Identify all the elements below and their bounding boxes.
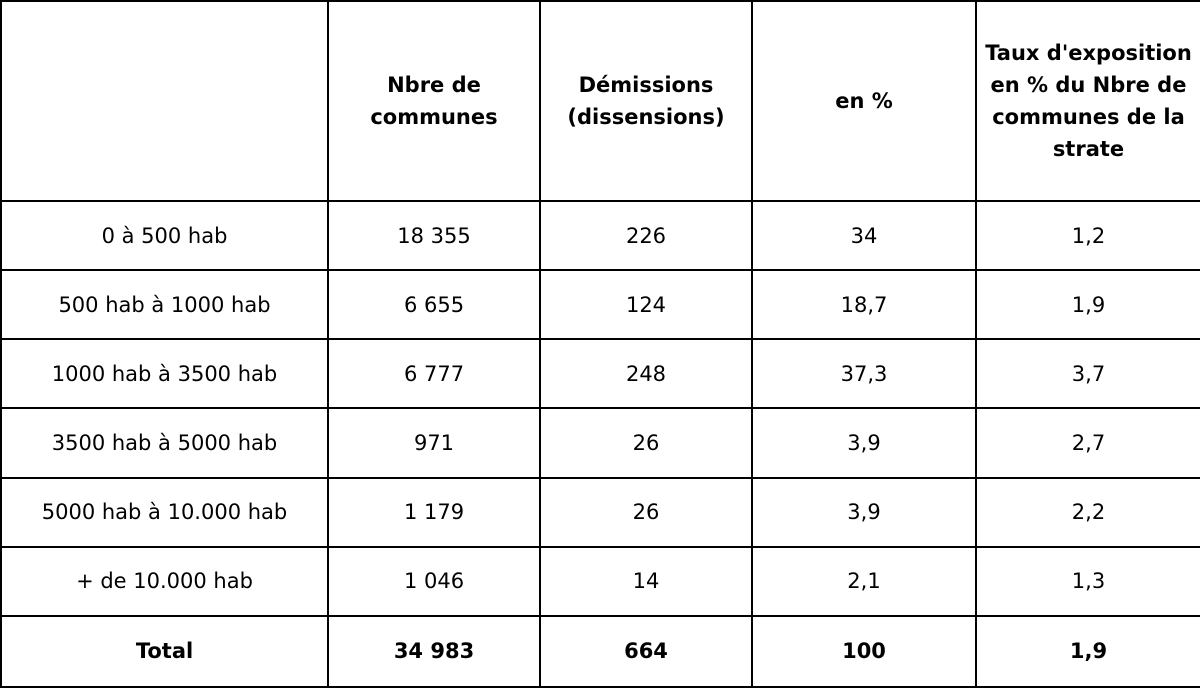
table-cell: 1,2 xyxy=(975,199,1200,272)
table-cell: 6 655 xyxy=(327,269,541,341)
table-cell: 3500 hab à 5000 hab xyxy=(0,407,329,479)
table-cell: 1000 hab à 3500 hab xyxy=(0,338,329,410)
header-cell-stratum xyxy=(0,0,329,202)
table-row: 3500 hab à 5000 hab 971 26 3,9 2,7 xyxy=(0,407,1200,479)
table-cell: 3,7 xyxy=(975,338,1200,410)
table-cell: 6 777 xyxy=(327,338,541,410)
table-cell: 5000 hab à 10.000 hab xyxy=(0,476,329,548)
total-cell: 664 xyxy=(539,614,753,688)
table-row: + de 10.000 hab 1 046 14 2,1 1,3 xyxy=(0,545,1200,617)
table-cell: 2,7 xyxy=(975,407,1200,479)
table-cell: 226 xyxy=(539,199,753,272)
table-cell: 2,1 xyxy=(751,545,977,617)
table-cell: 1,3 xyxy=(975,545,1200,617)
table-row: 1000 hab à 3500 hab 6 777 248 37,3 3,7 xyxy=(0,338,1200,410)
table-cell: 1 046 xyxy=(327,545,541,617)
total-row: Total 34 983 664 100 1,9 xyxy=(0,614,1200,688)
table-cell: 2,2 xyxy=(975,476,1200,548)
table-cell: 18 355 xyxy=(327,199,541,272)
header-row: Nbre de communes Démissions (dissensions… xyxy=(0,0,1200,202)
total-cell: 100 xyxy=(751,614,977,688)
table-row: 5000 hab à 10.000 hab 1 179 26 3,9 2,2 xyxy=(0,476,1200,548)
table-row: 0 à 500 hab 18 355 226 34 1,2 xyxy=(0,199,1200,272)
header-cell-percent: en % xyxy=(751,0,977,202)
table-cell: 18,7 xyxy=(751,269,977,341)
table-cell: 0 à 500 hab xyxy=(0,199,329,272)
header-cell-exposure-rate: Taux d'exposition en % du Nbre de commun… xyxy=(975,0,1200,202)
table-cell: 3,9 xyxy=(751,407,977,479)
table-cell: 37,3 xyxy=(751,338,977,410)
table-cell: + de 10.000 hab xyxy=(0,545,329,617)
table-cell: 26 xyxy=(539,476,753,548)
table-cell: 124 xyxy=(539,269,753,341)
table-cell: 971 xyxy=(327,407,541,479)
table-row: 500 hab à 1000 hab 6 655 124 18,7 1,9 xyxy=(0,269,1200,341)
total-cell: Total xyxy=(0,614,329,688)
table-cell: 1 179 xyxy=(327,476,541,548)
table-cell: 248 xyxy=(539,338,753,410)
total-cell: 1,9 xyxy=(975,614,1200,688)
table-cell: 34 xyxy=(751,199,977,272)
header-cell-resignations: Démissions (dissensions) xyxy=(539,0,753,202)
table-cell: 500 hab à 1000 hab xyxy=(0,269,329,341)
header-cell-commune-count: Nbre de communes xyxy=(327,0,541,202)
table-cell: 1,9 xyxy=(975,269,1200,341)
table-cell: 14 xyxy=(539,545,753,617)
table-cell: 26 xyxy=(539,407,753,479)
total-cell: 34 983 xyxy=(327,614,541,688)
table-cell: 3,9 xyxy=(751,476,977,548)
